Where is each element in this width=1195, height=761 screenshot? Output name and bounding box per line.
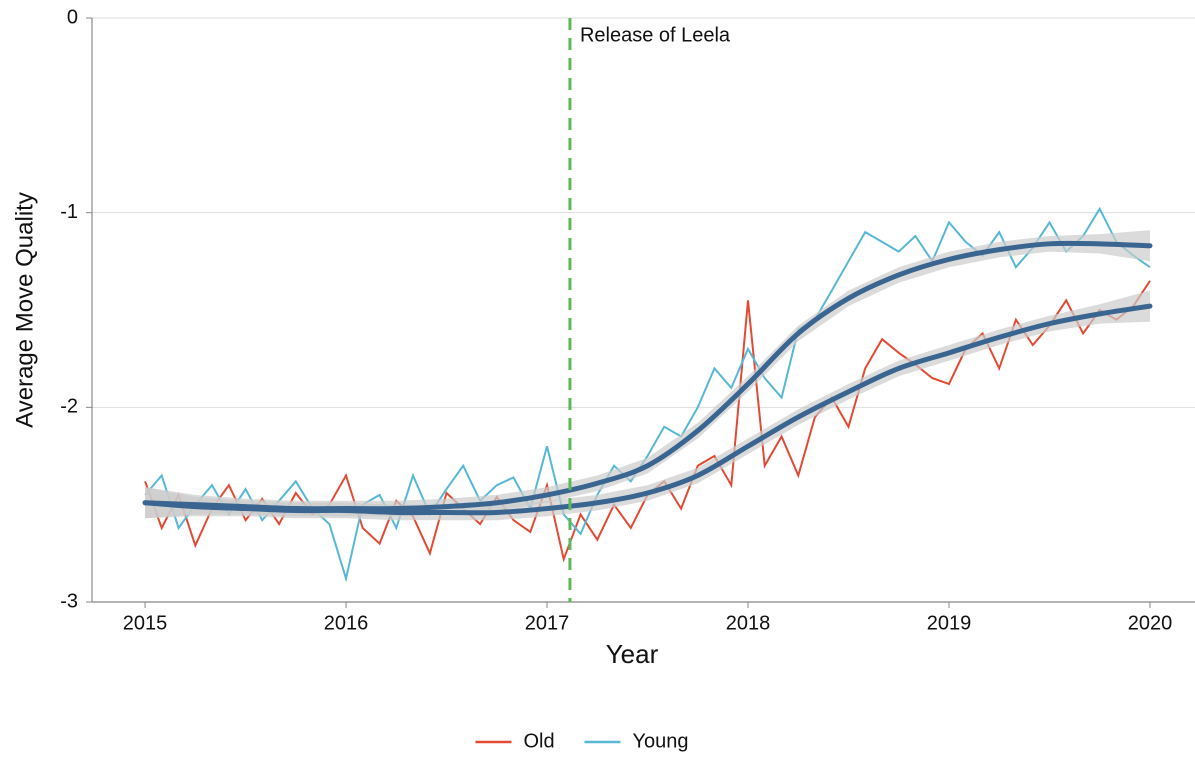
x-tick-label: 2017 xyxy=(525,612,570,634)
x-axis-label: Year xyxy=(606,639,659,669)
legend-label: Old xyxy=(524,730,555,752)
x-tick-label: 2015 xyxy=(123,612,168,634)
y-tick-label: -3 xyxy=(60,590,78,612)
y-tick-label: -2 xyxy=(60,396,78,418)
y-tick-label: -1 xyxy=(60,201,78,223)
x-tick-label: 2020 xyxy=(1128,612,1173,634)
annotation-text: Release of Leela xyxy=(580,24,731,46)
y-tick-label: 0 xyxy=(67,6,78,28)
x-tick-label: 2019 xyxy=(927,612,972,634)
x-tick-label: 2016 xyxy=(324,612,369,634)
x-tick-label: 2018 xyxy=(726,612,771,634)
y-axis-label: Average Move Quality xyxy=(11,192,38,428)
confidence-band xyxy=(145,230,1151,519)
trend-line xyxy=(142,240,1153,512)
data-line xyxy=(144,206,1151,583)
legend-label: Young xyxy=(633,730,689,752)
confidence-band xyxy=(145,290,1151,521)
